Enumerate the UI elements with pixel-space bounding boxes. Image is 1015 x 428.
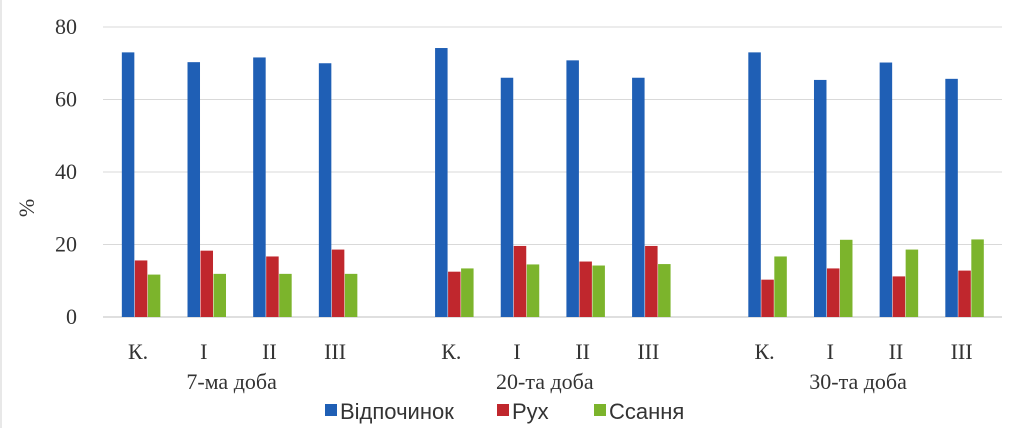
bar-Ссання-8: [658, 264, 671, 317]
bar-Відпочинок-7: [566, 60, 579, 317]
bar-Відпочинок-4: [318, 63, 332, 317]
bar-Відпочинок-2: [187, 62, 201, 317]
bar-Рух-6: [513, 245, 527, 317]
bar-Рух-9: [761, 279, 774, 317]
bar-Ссання-5: [461, 268, 474, 317]
bar-Відпочинок-12: [945, 78, 958, 318]
legend-label: Відпочинок: [340, 399, 454, 424]
bar-Ссання-2: [213, 273, 227, 317]
legend-swatch: [325, 404, 337, 416]
bar-Відпочинок-11: [879, 62, 893, 318]
x-group-label: 7-ма доба: [186, 369, 277, 394]
x-category-label: ІІІ: [637, 339, 659, 364]
bar-Рух-2: [200, 250, 214, 317]
y-tick-label: 80: [55, 14, 77, 39]
x-category-label: К.: [128, 339, 148, 364]
bar-Ссання-1: [147, 274, 161, 317]
bar-Ссання-6: [526, 264, 540, 317]
bar-Рух-11: [892, 276, 906, 317]
bar-Відпочинок-1: [121, 52, 135, 317]
legend-label: Рух: [512, 399, 549, 424]
y-axis-label: %: [14, 199, 39, 217]
bar-Ссання-3: [279, 273, 292, 317]
y-tick-label: 40: [55, 159, 77, 184]
x-category-label: ІІ: [575, 339, 590, 364]
legend-swatch: [497, 404, 509, 416]
bar-Рух-4: [331, 249, 345, 317]
bar-Рух-1: [134, 260, 148, 317]
x-category-label: ІІ: [262, 339, 277, 364]
legend: Відпочинок Рух Ссання: [325, 399, 684, 424]
bar-Ссання-9: [774, 256, 787, 317]
x-category-label: І: [513, 339, 520, 364]
bars: [121, 48, 984, 318]
bar-Рух-3: [266, 256, 279, 317]
x-group-label: 30-та доба: [809, 369, 907, 394]
y-tick-label: 20: [55, 232, 77, 257]
x-category-label: К.: [441, 339, 461, 364]
legend-swatch: [594, 404, 606, 416]
x-category-label: ІІ: [889, 339, 904, 364]
bar-Рух-5: [448, 271, 461, 317]
y-tick-label: 60: [55, 87, 77, 112]
bar-Ссання-12: [971, 239, 984, 317]
bar-Ссання-7: [592, 265, 605, 317]
bar-Рух-10: [826, 268, 840, 317]
bar-Ссання-4: [344, 273, 358, 317]
bar-Рух-7: [579, 261, 592, 317]
y-tick-label: 0: [66, 304, 77, 329]
bar-Відпочинок-10: [813, 79, 827, 317]
x-category-label: ІІІ: [951, 339, 973, 364]
x-category-label: ІІІ: [324, 339, 346, 364]
bar-Рух-12: [958, 270, 971, 317]
x-category-label: К.: [754, 339, 774, 364]
bar-Відпочинок-8: [632, 77, 645, 317]
bar-Відпочинок-3: [253, 57, 266, 317]
legend-label: Ссання: [609, 399, 684, 424]
x-group-label: 20-та доба: [496, 369, 594, 394]
bar-Відпочинок-5: [435, 48, 448, 318]
bar-Відпочинок-9: [748, 52, 761, 317]
x-category-label: І: [827, 339, 834, 364]
gridlines: [103, 26, 1002, 318]
x-category-label: І: [200, 339, 207, 364]
bar-Ссання-10: [839, 239, 853, 317]
bar-Рух-8: [645, 245, 658, 317]
bar-Ссання-11: [905, 249, 919, 317]
bar-Відпочинок-6: [500, 77, 514, 317]
